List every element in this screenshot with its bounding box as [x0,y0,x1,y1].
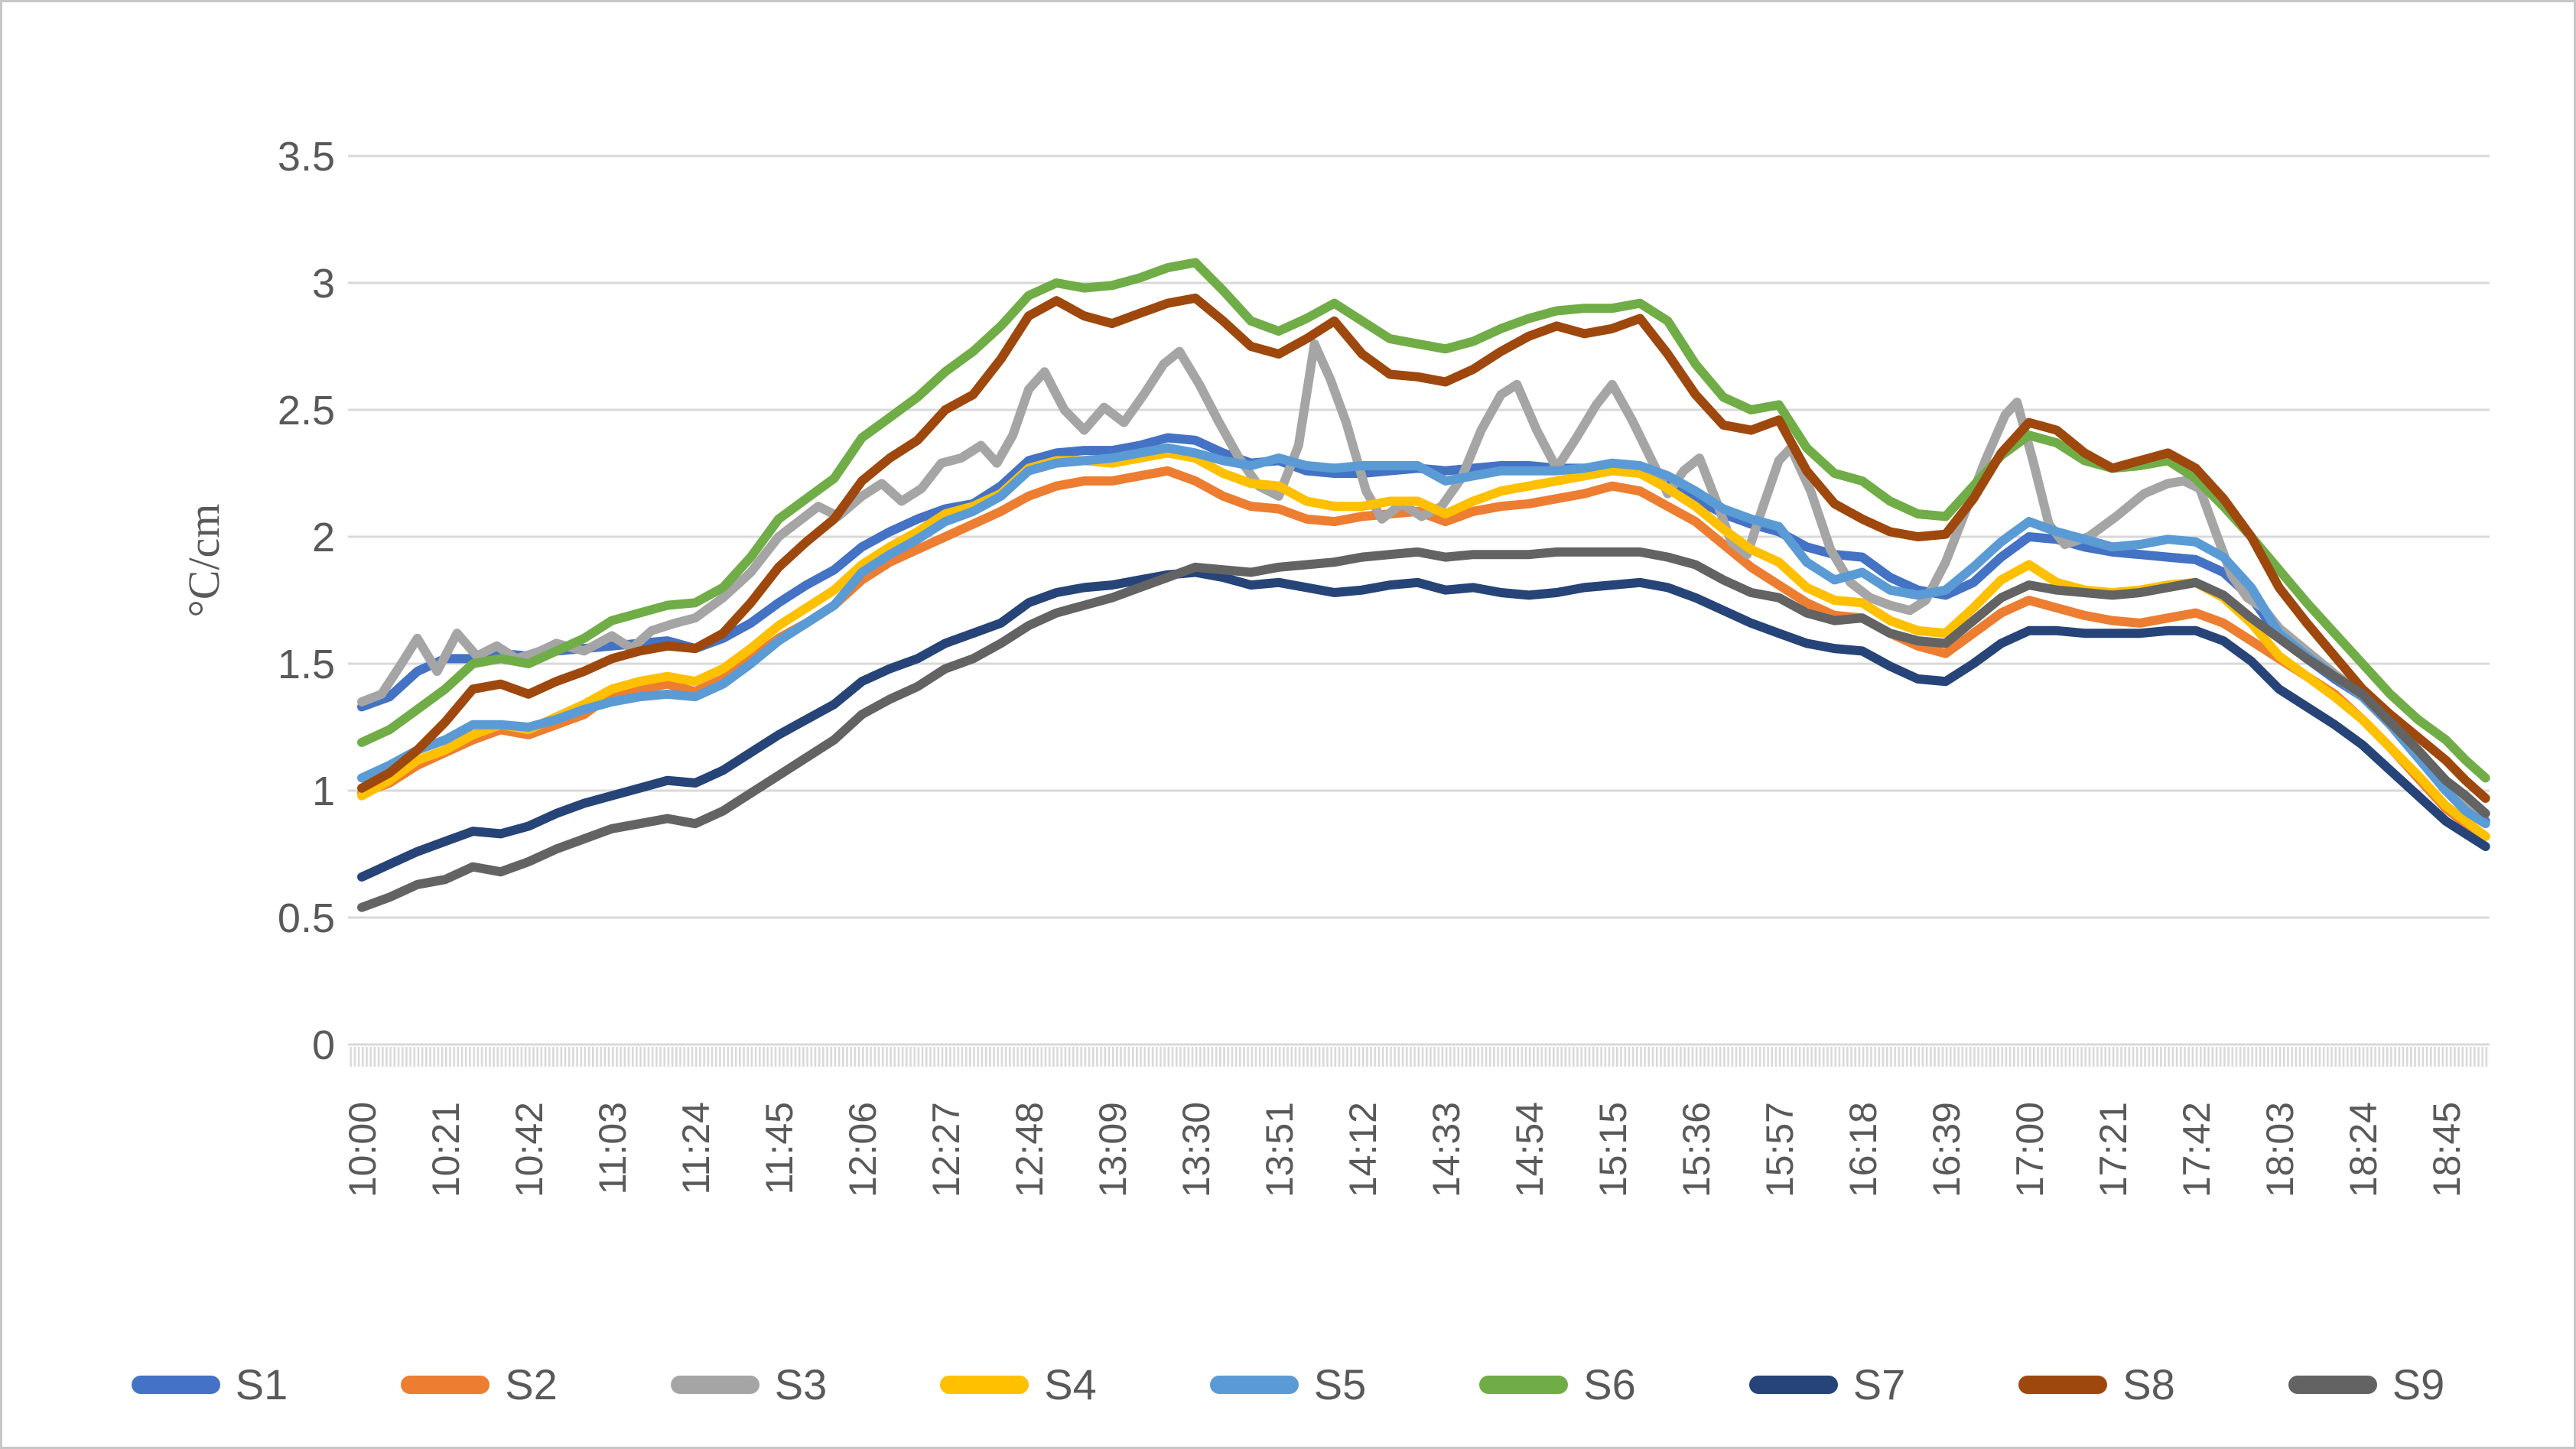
legend-item-S7: S7 [1748,1360,1906,1409]
x-tick-label-12:27: 12:27 [925,1102,968,1197]
y-tick-label-3: 3 [312,261,335,307]
x-tick-label-15:15: 15:15 [1592,1102,1634,1197]
x-tick-label-13:30: 13:30 [1175,1102,1218,1197]
series-line-S6 [357,258,2490,783]
x-tick-label-12:06: 12:06 [841,1102,884,1197]
x-tick-label-17:21: 17:21 [2092,1102,2135,1197]
legend-label-S5: S5 [1313,1360,1367,1408]
legend-label-S4: S4 [1044,1360,1097,1408]
x-tick-label-15:57: 15:57 [1758,1102,1801,1197]
x-tick-label-10:42: 10:42 [508,1102,551,1197]
x-tick-label-18:45: 18:45 [2425,1102,2468,1197]
series-line-S5 [357,443,2490,829]
x-tick-label-16:18: 16:18 [1842,1102,1885,1197]
x-tick-label-10:00: 10:00 [341,1102,384,1197]
series-line-S7 [357,567,2490,882]
x-tick-label-17:42: 17:42 [2175,1102,2218,1197]
legend-item-S8: S8 [2018,1360,2175,1409]
legend-swatch-S7 [1748,1375,1838,1394]
legend-label-S1: S1 [235,1360,288,1408]
x-tick-label-14:54: 14:54 [1508,1102,1551,1197]
legend-label-S2: S2 [505,1360,558,1408]
legend-swatch-S1 [131,1375,220,1394]
y-tick-label-1: 1 [312,768,335,814]
y-tick-label-1.5: 1.5 [278,642,335,687]
legend-swatch-S6 [1479,1375,1569,1394]
x-tick-label-13:09: 13:09 [1091,1102,1134,1197]
x-tick-label-13:51: 13:51 [1258,1102,1301,1197]
series-line-S9 [357,547,2490,912]
x-axis-minor-ticks [348,1047,2490,1067]
x-tick-label-11:45: 11:45 [758,1102,801,1194]
y-tick-label-0.5: 0.5 [278,895,335,941]
x-tick-label-11:03: 11:03 [591,1102,634,1194]
y-tick-label-0: 0 [312,1022,335,1068]
y-tick-label-3.5: 3.5 [278,134,335,180]
legend-item-S5: S5 [1209,1360,1367,1409]
x-tick-label-14:33: 14:33 [1425,1102,1468,1197]
legend-item-S2: S2 [401,1360,558,1409]
y-tick-label-2: 2 [312,515,335,560]
legend-label-S8: S8 [2122,1360,2175,1408]
legend-swatch-S9 [2288,1375,2377,1394]
legend-item-S6: S6 [1479,1360,1636,1409]
legend-label-S7: S7 [1852,1360,1906,1408]
x-tick-label-18:03: 18:03 [2259,1102,2301,1197]
x-tick-label-16:39: 16:39 [1925,1102,1968,1197]
legend-swatch-S2 [401,1375,490,1394]
x-tick-label-10:21: 10:21 [424,1102,467,1197]
legend-swatch-S8 [2018,1375,2108,1394]
legend-item-S1: S1 [131,1360,288,1409]
legend-swatch-S4 [940,1375,1029,1394]
legend-swatch-S5 [1209,1375,1299,1394]
legend-label-S9: S9 [2392,1360,2445,1408]
series-line-S8 [357,293,2490,803]
y-axis-title: °C/cm [179,503,229,618]
series-line-S3 [357,339,2490,818]
x-tick-label-14:12: 14:12 [1342,1102,1384,1197]
legend-label-S6: S6 [1583,1360,1636,1408]
x-tick-label-18:24: 18:24 [2342,1102,2385,1197]
x-tick-label-12:48: 12:48 [1008,1102,1051,1197]
x-tick-label-17:00: 17:00 [2008,1102,2051,1197]
chart-legend: S1 S2 S3 S4 S5 S6 S7 S8 S9 [2,1360,2574,1409]
x-tick-label-11:24: 11:24 [675,1102,717,1194]
y-tick-label-2.5: 2.5 [278,388,335,434]
legend-item-S9: S9 [2288,1360,2445,1409]
legend-item-S4: S4 [940,1360,1097,1409]
legend-label-S3: S3 [774,1360,828,1408]
legend-swatch-S3 [670,1375,759,1394]
legend-item-S3: S3 [670,1360,828,1409]
x-tick-label-15:36: 15:36 [1675,1102,1718,1197]
